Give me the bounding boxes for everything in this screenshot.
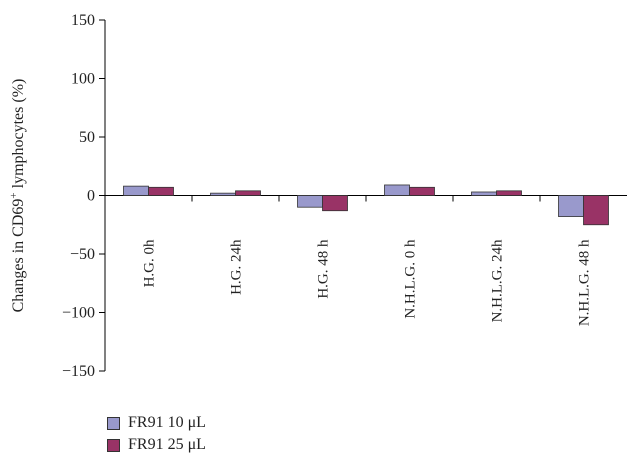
legend-item-series-1: FR91 10 μL bbox=[107, 412, 206, 434]
y-axis-title-text: Changes in CD69+ lymphocytes (%) bbox=[8, 79, 27, 313]
bar-1-2 bbox=[210, 192, 236, 196]
legend-label: FR91 25 μL bbox=[128, 436, 206, 453]
legend-label: FR91 10 μL bbox=[128, 414, 206, 431]
bar-2-4 bbox=[409, 186, 435, 196]
legend-swatch bbox=[107, 438, 120, 452]
category-label: H.G. 24h bbox=[229, 239, 245, 295]
bars bbox=[123, 184, 609, 226]
y-tick-label: 0 bbox=[87, 188, 95, 205]
y-tick-label: −50 bbox=[70, 246, 95, 263]
legend-swatch bbox=[107, 416, 120, 430]
y-tick-label: 100 bbox=[71, 71, 95, 88]
bar-1-3 bbox=[297, 195, 323, 208]
bar-1-5 bbox=[471, 191, 497, 196]
bar-1-4 bbox=[384, 184, 410, 196]
category-label: N.H.L.G. 48 h bbox=[577, 239, 593, 326]
y-tick-label: 150 bbox=[71, 12, 95, 29]
y-axis-title: Changes in CD69+ lymphocytes (%) bbox=[8, 79, 27, 313]
category-labels: H.G. 0h H.G. 24h H.G. 48 h N.H.L.G. 0 h N.H.… bbox=[142, 239, 593, 326]
bar-2-6 bbox=[583, 195, 609, 226]
legend-item-series-2: FR91 25 μL bbox=[107, 434, 206, 456]
bar-2-5 bbox=[496, 190, 522, 196]
category-label: H.G. 0h bbox=[142, 239, 158, 287]
bar-2-3 bbox=[322, 195, 348, 212]
y-tick-label: −100 bbox=[62, 305, 95, 322]
x-axis bbox=[105, 195, 627, 202]
y-tick-label: 50 bbox=[79, 129, 95, 146]
bar-2-2 bbox=[235, 190, 261, 196]
bar-1-1 bbox=[123, 185, 149, 196]
legend: FR91 10 μL FR91 25 μL bbox=[107, 412, 206, 456]
bar-2-1 bbox=[148, 186, 174, 196]
bar-1-6 bbox=[558, 195, 584, 217]
y-axis: 150 100 50 0 −50 −100 −150 bbox=[62, 12, 106, 380]
category-label: N.H.L.G. 0 h bbox=[403, 239, 419, 319]
category-label: H.G. 48 h bbox=[316, 239, 332, 299]
category-label: N.H.L.G. 24h bbox=[490, 239, 506, 322]
y-tick-label: −150 bbox=[62, 363, 95, 380]
